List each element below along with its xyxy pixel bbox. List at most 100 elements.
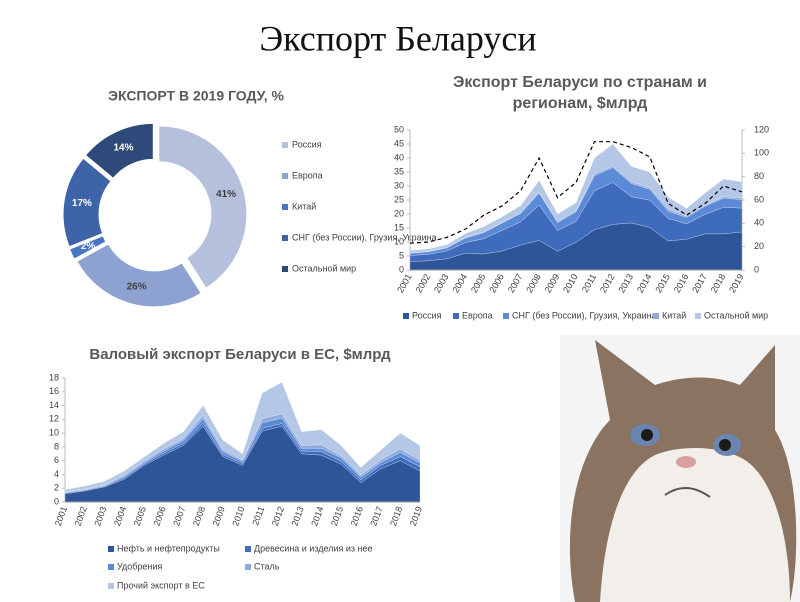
x-tick-label: 2016	[349, 505, 365, 527]
y-tick-label: 14	[49, 400, 59, 410]
legend-swatch	[108, 583, 114, 589]
legend-swatch	[282, 142, 288, 148]
legend-label: Прочий экспорт в ЕС	[117, 580, 205, 590]
area	[409, 143, 743, 254]
y-tick-label: 20	[394, 208, 404, 218]
x-tick-label: 2003	[432, 272, 451, 294]
y-tick-label: 45	[394, 138, 404, 148]
x-tick-label: 2012	[270, 505, 286, 527]
y-tick-label: 0	[54, 496, 59, 506]
legend-swatch	[282, 173, 288, 179]
x-tick-label: 2009	[543, 272, 562, 294]
y-tick-label: 30	[394, 180, 404, 190]
y-tick-label: 25	[394, 194, 404, 204]
legend-swatch	[653, 313, 659, 319]
x-tick-label: 2007	[171, 505, 187, 527]
cat-photo	[560, 335, 800, 602]
cat-pupil	[641, 429, 653, 441]
y2-tick-label: 60	[754, 194, 764, 204]
x-tick-label: 2005	[469, 272, 488, 294]
legend-swatch	[282, 204, 288, 210]
y-tick-label: 18	[49, 372, 59, 382]
legend-swatch	[695, 313, 701, 319]
y2-tick-label: 80	[754, 171, 764, 181]
data-label: 17%	[72, 198, 92, 209]
legend-label: Европа	[462, 310, 493, 320]
y-tick-label: 2	[54, 483, 59, 493]
x-tick-label: 2014	[309, 505, 325, 527]
data-label: 2%	[81, 241, 96, 252]
y-tick-label: 15	[394, 222, 404, 232]
x-tick-label: 2017	[368, 505, 384, 527]
y-tick-label: 35	[394, 166, 404, 176]
pie-slice	[84, 122, 154, 179]
legend-swatch	[245, 564, 251, 570]
legend-swatch	[503, 313, 509, 319]
x-tick-label: 2018	[709, 272, 728, 294]
y2-tick-label: 40	[754, 218, 764, 228]
x-tick-label: 2005	[132, 505, 148, 527]
y-tick-label: 10	[49, 427, 59, 437]
pie-slice	[158, 125, 248, 289]
y-tick-label: 0	[399, 264, 404, 274]
legend-label: Россия	[412, 310, 442, 320]
legend-swatch	[282, 266, 288, 272]
legend-swatch	[282, 235, 288, 241]
legend-swatch	[108, 564, 114, 570]
legend-label: СНГ (без России), Грузия, Украина	[292, 232, 437, 242]
y-tick-label: 40	[394, 152, 404, 162]
legend-label: Сталь	[254, 561, 280, 571]
legend-label: Россия	[292, 139, 322, 149]
legend-label: Нефть и нефтепродукты	[117, 543, 220, 553]
area	[64, 381, 421, 492]
y-tick-label: 5	[399, 250, 404, 260]
legend-swatch	[108, 546, 114, 552]
y2-tick-label: 20	[754, 241, 764, 251]
chart-title: ЭКСПОРТ В 2019 ГОДУ, %	[108, 88, 285, 104]
x-tick-label: 2018	[388, 505, 404, 527]
y2-tick-label: 0	[754, 264, 759, 274]
x-tick-label: 2012	[598, 272, 617, 294]
data-label: 41%	[216, 189, 236, 200]
cat-pupil	[719, 439, 731, 451]
chart-title: Экспорт Беларуси по странам и регионам, …	[452, 74, 708, 112]
x-tick-label: 2013	[616, 272, 635, 294]
legend-swatch	[453, 313, 459, 319]
y-tick-label: 12	[49, 414, 59, 424]
x-tick-label: 2010	[561, 272, 580, 294]
y-tick-label: 8	[54, 441, 59, 451]
x-tick-label: 2001	[395, 272, 414, 294]
legend-label: СНГ (без России), Грузия, Украина	[512, 310, 657, 320]
cat-muzzle	[600, 448, 790, 602]
y2-tick-label: 100	[754, 148, 769, 158]
x-tick-label: 2015	[653, 272, 672, 294]
x-tick-label: 2008	[191, 505, 207, 527]
legend-label: Китай	[292, 201, 316, 211]
data-label: 14%	[113, 143, 133, 154]
legend-label: Европа	[292, 170, 323, 180]
y-tick-label: 6	[54, 455, 59, 465]
x-tick-label: 2015	[329, 505, 345, 527]
legend-label: Древесина и изделия из нее	[254, 543, 373, 553]
pie-slice	[68, 235, 107, 260]
x-tick-label: 2011	[580, 272, 598, 294]
x-tick-label: 2019	[727, 272, 746, 294]
y-tick-label: 4	[54, 469, 59, 479]
x-tick-label: 2002	[73, 505, 89, 527]
total-line	[409, 141, 743, 244]
x-tick-label: 2004	[112, 505, 128, 527]
legend-label: Китай	[662, 310, 686, 320]
x-tick-label: 2016	[672, 272, 691, 294]
pie-slice	[62, 157, 112, 248]
slide-title: Экспорт Беларуси	[259, 18, 536, 58]
legend-swatch	[403, 313, 409, 319]
x-tick-label: 2004	[450, 272, 469, 294]
y-tick-label: 50	[394, 124, 404, 134]
x-tick-label: 2001	[53, 505, 69, 527]
chart-title: Валовый экспорт Беларуси в ЕС, $млрд	[89, 346, 391, 363]
x-tick-label: 2007	[506, 272, 525, 294]
x-tick-label: 2017	[690, 272, 709, 294]
legend-label: Удобрения	[117, 561, 162, 571]
x-tick-label: 2013	[290, 505, 306, 527]
